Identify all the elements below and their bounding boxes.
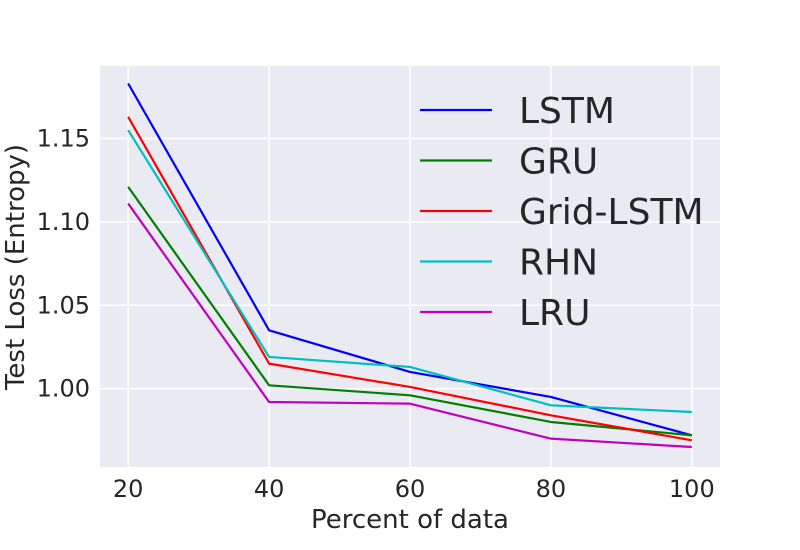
legend-label: LSTM	[519, 91, 615, 132]
series-line-lstm	[127, 82, 693, 437]
y-tick-label: 1.00	[37, 375, 90, 403]
series-line-gru	[127, 186, 692, 437]
series-lines	[127, 82, 693, 449]
y-tick-label: 1.05	[37, 291, 90, 319]
x-tick-label: 100	[669, 475, 715, 503]
legend-label: LRU	[519, 293, 590, 334]
x-tick-label: 20	[113, 475, 144, 503]
legend-label: GRU	[519, 142, 598, 183]
x-axis-ticks: 20 40 60 80 100	[113, 475, 715, 503]
x-tick-label: 40	[254, 475, 285, 503]
legend: LSTM GRU Grid-LSTM RHN LRU	[420, 91, 704, 334]
y-tick-label: 1.15	[37, 125, 90, 153]
grid	[100, 66, 720, 467]
y-axis-ticks: 1.00 1.05 1.10 1.15	[37, 125, 90, 403]
series-line-lru	[127, 202, 692, 449]
legend-label: Grid-LSTM	[519, 192, 704, 233]
series-line-rhn	[127, 129, 692, 414]
x-tick-label: 60	[395, 475, 426, 503]
y-axis-label: Test Loss (Entropy)	[1, 144, 31, 391]
legend-label: RHN	[519, 243, 598, 284]
x-axis-label: Percent of data	[311, 505, 509, 535]
y-tick-label: 1.10	[37, 208, 90, 236]
x-tick-label: 80	[536, 475, 567, 503]
